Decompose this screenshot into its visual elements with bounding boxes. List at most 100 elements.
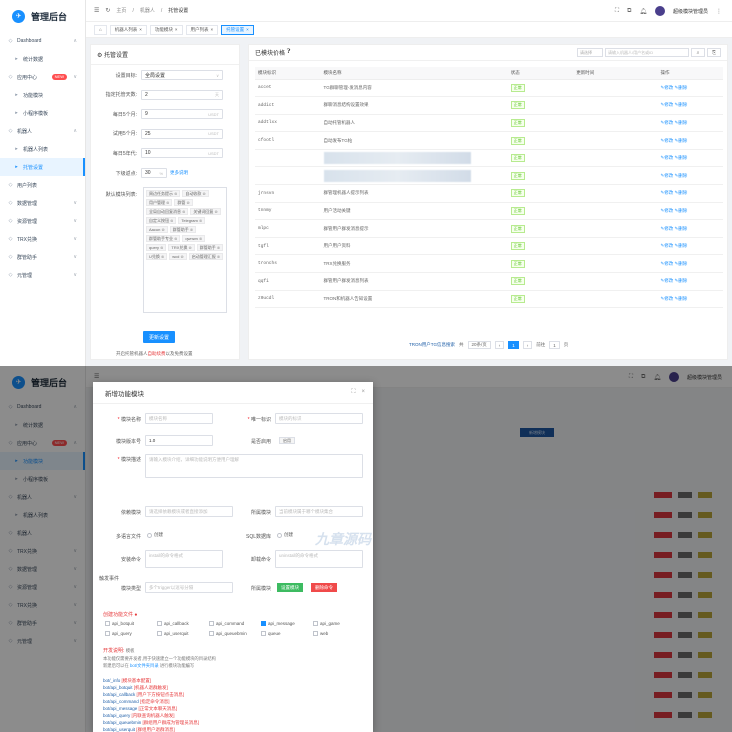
prev-page-button[interactable]: ‹ <box>494 341 505 349</box>
sidebar-item[interactable]: ◇ 机器人 <box>0 524 85 542</box>
close-icon[interactable]: ⊗ <box>189 227 194 232</box>
help-icon[interactable]: ❓︎ <box>286 49 291 55</box>
avatar[interactable] <box>668 372 679 382</box>
delete-command-button[interactable]: 删除命令 <box>311 583 337 592</box>
close-icon[interactable]: ⊗ <box>180 254 184 259</box>
close-icon[interactable]: ⊗ <box>214 209 218 214</box>
tab-modules[interactable]: 功能模块 × <box>149 24 183 35</box>
brand[interactable]: ✈ 管理后台 <box>0 0 85 32</box>
username[interactable]: 超级模块管理员 <box>672 8 708 15</box>
sidebar-item[interactable]: ◇ 用户列表 <box>0 176 85 194</box>
sidebar-item[interactable]: ◇ 数据管理 ∨ <box>0 560 85 578</box>
fullscreen-icon[interactable]: ⛶ <box>614 7 620 14</box>
file-checkbox[interactable]: web <box>313 631 328 636</box>
more-info-link[interactable]: 更多说明 <box>170 170 188 175</box>
sidebar-item[interactable]: ◇ 群管助手 ∨ <box>0 614 85 632</box>
close-icon[interactable]: ⊗ <box>160 254 165 259</box>
install-command-input[interactable]: install的命令格式 <box>145 550 223 568</box>
template-link[interactable]: 模板 <box>125 648 135 653</box>
tab-users[interactable]: 用户列表 × <box>185 24 219 35</box>
module-name-input[interactable]: 模块名称 <box>145 413 213 424</box>
sidebar-item[interactable]: ◇ 应用中心 NEW ∨ <box>0 68 85 86</box>
extra-row-text[interactable]: TRON用户TG信息搜索 <box>409 342 455 347</box>
breadcrumb-item[interactable]: 主页 <box>116 8 127 14</box>
next-page-button[interactable]: › <box>522 341 533 349</box>
update-settings-button[interactable]: 更新设置 <box>143 331 175 343</box>
translate-icon[interactable]: ⧉ <box>641 373 646 380</box>
description-textarea[interactable]: 请输入模块介绍，详细功能说明方便用户理解 <box>145 454 363 478</box>
config-input[interactable]: 10 USDT <box>141 148 223 158</box>
tab-hosting[interactable]: 托管设置 × <box>221 24 254 35</box>
bell-icon[interactable]: 🔔︎ <box>653 374 661 381</box>
discount-input[interactable]: 30% <box>141 168 167 178</box>
close-icon[interactable]: ⊗ <box>188 245 192 250</box>
bot-folder-link[interactable]: bot/文件夹目录 <box>129 663 159 668</box>
module-tag[interactable]: 群管助手 ⊗ <box>196 244 224 251</box>
column-header[interactable]: 操作 <box>657 67 723 80</box>
edit-button[interactable]: ✎修改 <box>660 173 673 178</box>
tab-home[interactable]: ⌂ <box>94 24 107 35</box>
page-number[interactable]: 1 <box>508 341 519 349</box>
module-tag[interactable]: 用户管理 ⊗ <box>146 199 173 206</box>
close-icon[interactable]: ⊗ <box>216 254 221 259</box>
sidebar-item[interactable]: ◇ TRX兑换 ∨ <box>0 542 85 560</box>
file-checkbox[interactable]: api_callback <box>157 621 189 626</box>
module-tag[interactable]: wcd ⊗ <box>169 253 187 260</box>
file-checkbox[interactable]: api_game <box>313 621 340 626</box>
module-tag[interactable]: query ⊗ <box>146 244 167 251</box>
close-icon[interactable]: ⊗ <box>174 236 178 241</box>
uninstall-command-input[interactable]: uninstall的命令格式 <box>275 550 363 568</box>
unique-id-input[interactable]: 模块的标识 <box>275 413 363 424</box>
close-icon[interactable]: × <box>139 27 142 32</box>
close-icon[interactable]: ⊗ <box>186 200 190 205</box>
module-tag-select[interactable]: 周边任务提示 ⊗ 自动收款 ⊗ 用户管理 ⊗ 群管 ⊗ 全局自动回复消息 ⊗ 关键词回复 ⊗ 自定义按钮… <box>143 187 227 313</box>
sidebar-item[interactable]: ◇ 数据管理 ∨ <box>0 194 85 212</box>
column-header[interactable]: 模块标识 <box>255 67 321 80</box>
sidebar-item[interactable]: ▸ 功能模块 <box>0 452 85 470</box>
module-tag[interactable]: 全局自动回复消息 ⊗ <box>146 208 189 215</box>
refresh-icon[interactable]: ↻ <box>105 8 111 14</box>
search-input[interactable]: 请输入机器人/用户名或ID <box>605 48 689 57</box>
sidebar-item[interactable]: ▸ 统计数据 <box>0 50 85 68</box>
fullscreen-icon[interactable]: ⛶ <box>628 373 634 380</box>
module-tag[interactable]: 自定义按钮 ⊗ <box>146 217 177 224</box>
breadcrumb-item[interactable]: 机器人 <box>139 8 155 14</box>
close-icon[interactable]: ⊗ <box>216 245 221 250</box>
delete-button[interactable]: ✎删除 <box>675 155 688 160</box>
close-icon[interactable]: × <box>174 27 178 32</box>
module-tag[interactable]: 启动管理汇报 ⊗ <box>188 253 224 260</box>
sidebar-item[interactable]: ◇ 资源管理 ∨ <box>0 212 85 230</box>
sidebar-item[interactable]: ◇ 元管理 ∨ <box>0 266 85 284</box>
close-icon[interactable]: ⊗ <box>198 236 203 241</box>
delete-button[interactable]: ✎删除 <box>675 138 688 143</box>
search-select[interactable]: 请选择 <box>577 48 603 57</box>
config-input[interactable]: 全局设置 ∨ <box>141 70 223 80</box>
self-renew-link[interactable]: 自助续费 <box>147 351 166 356</box>
edit-button[interactable]: ✎修改 <box>660 261 673 266</box>
delete-button[interactable]: ✎删除 <box>675 173 688 178</box>
module-tag[interactable]: 群管助手 ⊗ <box>169 226 197 233</box>
multilang-checkbox[interactable]: 创建 <box>147 532 163 538</box>
version-input[interactable]: 1.0 <box>145 435 213 446</box>
column-header[interactable]: 更新时间 <box>573 67 658 80</box>
edit-button[interactable]: ✎修改 <box>660 120 673 125</box>
close-icon[interactable]: × <box>210 27 214 32</box>
sidebar-item[interactable]: ◇ Dashboard ∧ <box>0 32 85 50</box>
set-module-button[interactable]: 设置模块 <box>277 583 303 592</box>
edit-button[interactable]: ✎修改 <box>660 243 673 248</box>
delete-button[interactable]: ✎删除 <box>675 208 688 213</box>
sidebar-item[interactable]: ▸ 小程序模板 <box>0 470 85 488</box>
sidebar-item[interactable]: ▸ 小程序模板 <box>0 104 85 122</box>
module-tag[interactable]: qwnwn ⊗ <box>182 235 206 242</box>
close-icon[interactable]: ⊗ <box>202 191 206 196</box>
delete-button[interactable]: ✎删除 <box>675 85 688 90</box>
edit-button[interactable]: ✎修改 <box>660 296 673 301</box>
file-checkbox[interactable]: api_command <box>209 621 244 626</box>
sidebar-item[interactable]: ◇ 群管助手 ∨ <box>0 248 85 266</box>
delete-button[interactable]: ✎删除 <box>675 296 688 301</box>
delete-button[interactable]: ✎删除 <box>675 261 688 266</box>
config-input[interactable]: 25 USDT <box>141 128 223 139</box>
search-icon[interactable]: ⌕ <box>691 48 705 57</box>
add-module-button[interactable]: 新增模块 <box>520 428 554 437</box>
